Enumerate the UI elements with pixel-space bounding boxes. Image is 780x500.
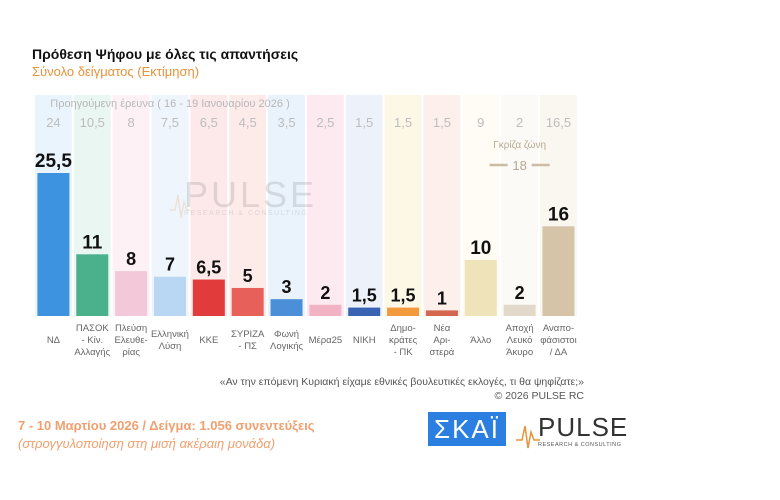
category-label: Νέα Αρι-στερά (430, 323, 455, 358)
bar-value-label: 8 (126, 249, 136, 269)
bar (464, 259, 497, 316)
bar (37, 173, 70, 316)
bar-value-label: 3 (282, 277, 292, 297)
survey-question: «Αν την επόμενη Κυριακή είχαμε εθνικές β… (219, 376, 584, 388)
category-label: Άλλο (470, 335, 491, 346)
column-background (384, 95, 422, 316)
bar-chart: 24 25,5 ΝΔ 10,5 11 ΠΑΣΟΚ - Κίν. Αλλαγής 8 8 Πλεύση… (35, 95, 577, 358)
category-label: ΣΥΡΙΖΑ - ΠΣ (231, 329, 265, 352)
category-label: ΚΚΕ (199, 335, 218, 346)
column-background (501, 95, 539, 316)
survey-date-sample: 7 - 10 Μαρτίου 2026 / Δείγμα: 1.056 συνε… (18, 418, 315, 433)
category-label: Πλεύση Ελευθε-ρίας (115, 323, 148, 358)
watermark-sub: RESEARCH & CONSULTING (184, 210, 309, 217)
bar-value-label: 2 (515, 283, 525, 303)
previous-value-label: 24 (46, 115, 60, 130)
bar-value-label: 2 (320, 283, 330, 303)
previous-value-label: 1,5 (394, 115, 412, 130)
category-label: ΝΙΚΗ (353, 335, 376, 346)
copyright: © 2026 PULSE RC (494, 390, 584, 402)
bar-value-label: 1 (437, 288, 447, 308)
previous-value-label: 3,5 (277, 115, 295, 130)
pulse-wave-icon (516, 425, 540, 449)
bar-value-label: 7 (165, 255, 175, 275)
rounding-note: (στρογγυλοποίηση στη μισή ακέραιη μονάδα… (18, 436, 276, 451)
bar (425, 310, 458, 316)
pulse-logo-word: PULSE (538, 412, 629, 442)
chart-title: Πρόθεση Ψήφου με όλες τις απαντήσεις (32, 46, 299, 62)
column-background (229, 95, 267, 316)
previous-survey-label: Προηγούμενη έρευνα ( 16 - 19 Ιανουαρίου … (50, 98, 290, 110)
bar (309, 304, 342, 316)
column-background (268, 95, 305, 316)
skai-logo: ΣΚΑΪ (428, 412, 506, 446)
previous-value-label: 9 (477, 115, 484, 130)
category-label: ΠΑΣΟΚ - Κίν. Αλλαγής (74, 323, 110, 358)
bar (231, 287, 264, 316)
category-label: Φωνή Λογικής (270, 329, 304, 352)
previous-value-label: 2,5 (316, 115, 334, 130)
bar-value-label: 10 (470, 238, 491, 259)
previous-value-label: 2 (516, 115, 523, 130)
category-label: Δημο-κράτες - ΠΚ (389, 323, 418, 358)
previous-value-label: 1,5 (433, 115, 451, 130)
previous-value-label: 16,5 (546, 115, 571, 130)
grey-zone-label: Γκρίζα ζώνη (493, 139, 546, 151)
bar (153, 276, 186, 316)
watermark-word: PULSE (184, 174, 318, 215)
pulse-logo-sub: RESEARCH & CONSULTING (538, 442, 622, 448)
bar-value-label: 1,5 (352, 286, 377, 306)
bar-value-label: 11 (82, 232, 103, 253)
category-label: Μέρα25 (309, 335, 343, 346)
previous-value-label: 6,5 (200, 115, 218, 130)
chart-subtitle: Σύνολο δείγματος (Εκτίμηση) (32, 64, 200, 79)
column-background (423, 95, 461, 316)
bar (115, 271, 148, 316)
bar (76, 254, 109, 316)
bar (387, 307, 420, 316)
bar (348, 307, 381, 316)
bar (192, 279, 225, 316)
pulse-watermark: PULSE RESEARCH & CONSULTING (170, 174, 314, 225)
bar (503, 304, 536, 316)
bar-value-label: 25,5 (35, 151, 72, 172)
category-label: Αναπο-φάσιστοι / ΔΑ (540, 323, 577, 358)
column-background (345, 95, 383, 316)
previous-value-label: 1,5 (355, 115, 373, 130)
previous-value-label: 8 (128, 115, 135, 130)
previous-value-label: 7,5 (161, 115, 179, 130)
previous-value-label: 10,5 (80, 115, 105, 130)
column-background (306, 95, 344, 316)
bar (270, 299, 303, 316)
category-label: ΝΔ (47, 335, 61, 346)
previous-value-label: 4,5 (239, 115, 257, 130)
grey-zone-value: 18 (512, 158, 526, 173)
bar-value-label: 5 (243, 266, 253, 286)
bar-value-label: 6,5 (196, 258, 221, 278)
bar-value-label: 1,5 (391, 286, 416, 306)
bar (542, 226, 575, 316)
column-background (190, 95, 228, 316)
category-label: Ελληνική Λύση (151, 329, 189, 352)
category-label: Αποχή Λευκό Άκυρο (506, 323, 534, 358)
pulse-wave-icon (170, 194, 190, 219)
bar-value-label: 16 (548, 204, 569, 225)
